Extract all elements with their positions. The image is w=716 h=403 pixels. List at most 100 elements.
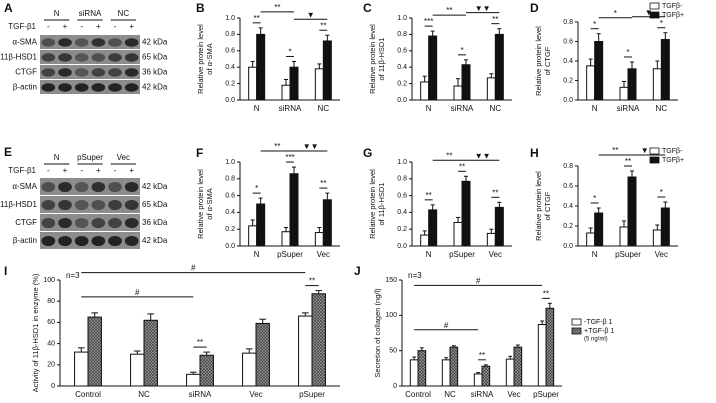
band [124, 38, 139, 47]
y-axis-label: of 11β-HSD1 [377, 38, 386, 81]
panel-label: D [530, 1, 539, 15]
note: n=3 [408, 271, 422, 280]
y-tick-label: 150 [385, 277, 397, 284]
bar [449, 346, 459, 387]
y-axis-label: of 11β-HSD1 [377, 183, 386, 226]
bar [586, 65, 596, 101]
x-tick-label: N [426, 104, 432, 113]
y-axis-label: Relative protein level [196, 169, 205, 239]
x-tick-label: siRNA [189, 390, 212, 399]
sign: + [63, 166, 68, 175]
sig-label: * [255, 184, 258, 193]
bar [494, 33, 504, 101]
comparison-label: ▼ [645, 8, 653, 17]
y-axis-label: Relative protein level [368, 169, 377, 239]
group-label: NC [118, 9, 130, 18]
y-tick-label: 0.8 [397, 31, 407, 38]
y-tick-label: 60 [47, 319, 55, 326]
bar [87, 316, 102, 387]
row-label: α-SMA [12, 38, 37, 47]
band [41, 217, 56, 229]
band [124, 199, 139, 211]
y-tick-label: 0.2 [397, 80, 407, 87]
row-size: 36 kDa [142, 68, 168, 77]
sig-label: ** [479, 351, 485, 360]
sig-label: * [593, 194, 596, 203]
sign: - [47, 166, 50, 175]
band [41, 38, 56, 47]
bar [409, 359, 419, 387]
band [74, 53, 89, 62]
bar [660, 39, 670, 101]
y-tick-label: 0.0 [225, 243, 235, 250]
bar [453, 221, 463, 247]
band [91, 199, 106, 211]
x-tick-label: N [592, 104, 598, 113]
band [91, 68, 106, 77]
x-tick-label: pSuper [615, 250, 641, 259]
legend-swatch [649, 147, 660, 155]
bar [428, 209, 438, 247]
band [41, 181, 56, 193]
y-tick-label: 0 [51, 383, 55, 390]
panel-label: J [354, 264, 361, 278]
band [108, 83, 122, 92]
bar [74, 351, 89, 387]
y-axis-label: of CTGF [543, 46, 552, 75]
legend-label: TGFβ+ [662, 12, 684, 19]
band [74, 217, 89, 229]
y-axis-label: of α-SMA [205, 43, 214, 74]
sig-label: ** [459, 162, 465, 171]
bar [311, 293, 326, 387]
comparison-label: ** [446, 6, 452, 15]
band [41, 68, 56, 77]
y-tick-label: 0.8 [397, 176, 407, 183]
panel-label: B [196, 1, 205, 15]
group-label: N [54, 9, 60, 18]
row-label: β-actin [13, 236, 37, 245]
band [108, 235, 122, 247]
band [74, 199, 89, 211]
panel-label: F [196, 146, 203, 160]
row-size: 42 kDa [142, 83, 168, 92]
y-tick-label: 0.6 [225, 192, 235, 199]
bar [660, 207, 670, 247]
y-tick-label: 0.6 [563, 38, 573, 45]
y-axis-label: Activity of 11β-HSD1 in enzyme (%) [31, 273, 40, 392]
band [74, 181, 89, 193]
bar [537, 324, 547, 387]
x-tick-label: NC [656, 104, 668, 113]
sig-label: *** [285, 153, 294, 162]
sig-label: ** [320, 179, 326, 188]
sig-label: ** [426, 191, 432, 200]
comparison-label: ▼▼ [475, 4, 491, 13]
bar [248, 66, 258, 101]
row-size: 42 kDa [142, 182, 168, 191]
x-tick-label: Vec [507, 390, 520, 399]
bar [281, 231, 291, 247]
bar [461, 180, 471, 247]
band [74, 235, 89, 247]
y-tick-label: 1.0 [225, 159, 235, 166]
x-tick-label: Vec [655, 250, 668, 259]
band [41, 199, 56, 211]
band [91, 235, 106, 247]
bar [594, 41, 604, 101]
y-tick-label: 50 [389, 348, 397, 355]
bar [586, 232, 596, 247]
panel-label: E [4, 145, 12, 159]
y-tick-label: 0.0 [397, 97, 407, 104]
x-tick-label: siRNA [471, 390, 494, 399]
y-axis-label: Relative protein level [534, 26, 543, 96]
sign: + [129, 22, 134, 31]
band [91, 38, 106, 47]
x-tick-label: siRNA [279, 104, 302, 113]
row-label: 11β-HSD1 [0, 200, 37, 209]
y-tick-label: 100 [385, 312, 397, 319]
x-tick-label: NC [138, 390, 150, 399]
comparison-label: ▼▼ [303, 142, 319, 151]
band [91, 181, 106, 193]
y-tick-label: 1.0 [397, 15, 407, 22]
legend-note: (5 ng/ml) [584, 337, 608, 343]
x-tick-label: pSuper [449, 250, 475, 259]
